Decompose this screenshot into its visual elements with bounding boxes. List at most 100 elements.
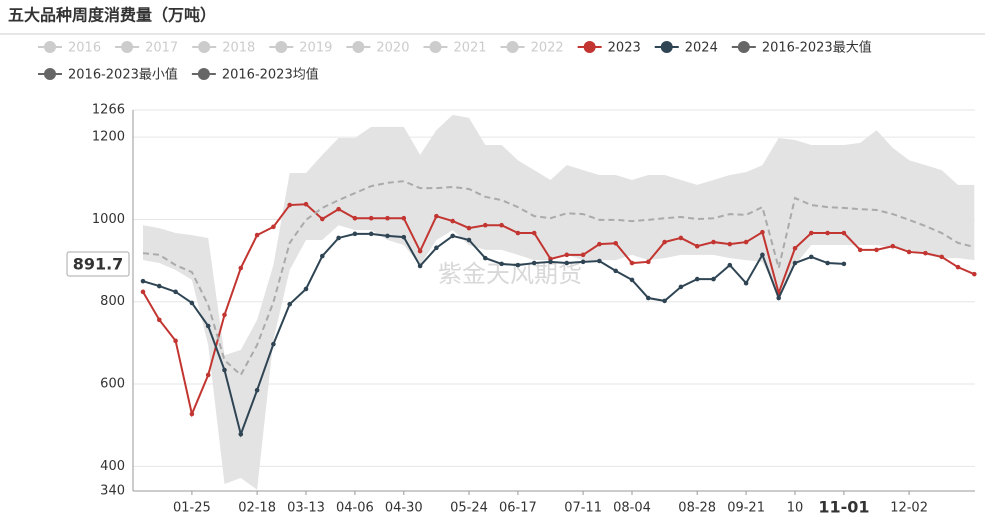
point xyxy=(336,206,341,212)
point xyxy=(825,260,830,266)
point xyxy=(531,260,537,266)
legend-item[interactable]: 2024 xyxy=(654,41,718,56)
x-tick-label: 08-28 xyxy=(678,501,716,516)
point xyxy=(483,255,488,261)
point xyxy=(841,261,847,267)
legend-dot xyxy=(737,41,750,53)
y-tick-label: 1200 xyxy=(92,130,125,145)
point xyxy=(140,278,146,284)
point xyxy=(254,387,260,393)
point xyxy=(743,239,749,245)
point xyxy=(923,250,928,256)
point xyxy=(287,301,293,307)
point xyxy=(385,233,390,239)
point xyxy=(613,241,618,246)
point xyxy=(157,317,162,323)
legend-item[interactable]: 2020 xyxy=(346,41,409,56)
legend-dot xyxy=(506,41,519,53)
point xyxy=(499,222,504,228)
point xyxy=(466,237,472,243)
point xyxy=(238,431,244,437)
legend-dot xyxy=(121,41,134,53)
x-tick-label: 04-06 xyxy=(336,501,374,516)
point xyxy=(450,233,456,239)
point xyxy=(678,284,684,290)
point xyxy=(972,271,977,277)
point xyxy=(874,247,879,253)
point xyxy=(303,201,309,207)
point xyxy=(906,249,912,255)
legend-dot xyxy=(583,41,596,53)
point xyxy=(662,298,667,304)
point xyxy=(515,262,521,268)
point xyxy=(662,239,667,245)
point xyxy=(483,222,488,228)
y-tick-label: 340 xyxy=(100,484,125,499)
point xyxy=(303,286,309,292)
y-tick-label: 400 xyxy=(100,459,125,474)
x-tick-label: 02-18 xyxy=(238,501,276,516)
point xyxy=(238,265,244,271)
legend-item[interactable]: 2018 xyxy=(192,41,255,56)
legend-item[interactable]: 2016-2023均值 xyxy=(191,67,319,83)
point xyxy=(727,262,733,268)
point xyxy=(809,254,814,260)
legend-label: 2017 xyxy=(145,41,178,56)
series-line xyxy=(142,203,975,418)
point xyxy=(271,224,276,230)
legend-dot xyxy=(275,41,288,53)
legend-item[interactable]: 2016-2023最大值 xyxy=(731,40,872,56)
legend-item[interactable]: 2016 xyxy=(38,41,101,56)
y-tick-label: 600 xyxy=(100,377,125,392)
point xyxy=(939,254,944,260)
x-tick-label: 06-17 xyxy=(499,501,537,516)
point xyxy=(955,264,961,270)
legend-label: 2021 xyxy=(453,41,486,56)
point xyxy=(792,260,798,266)
x-tick-label: 10 xyxy=(787,501,804,516)
legend-item[interactable]: 2023 xyxy=(577,41,641,56)
legend-item[interactable]: 2021 xyxy=(423,41,487,56)
legend-item[interactable]: 2019 xyxy=(269,41,332,56)
range-band xyxy=(143,114,975,490)
point xyxy=(189,300,195,306)
legend-label: 2016-2023最小值 xyxy=(68,67,178,83)
point xyxy=(629,277,635,283)
x-tick-label: 07-11 xyxy=(564,501,602,516)
point xyxy=(173,289,178,295)
legend-item[interactable]: 2022 xyxy=(500,41,564,56)
point xyxy=(515,230,521,236)
x-tick-label: 01-25 xyxy=(173,501,211,516)
point xyxy=(434,213,439,219)
mean-line xyxy=(142,180,975,377)
point xyxy=(352,215,358,221)
point xyxy=(646,259,651,265)
x-tick-label: 08-04 xyxy=(613,501,651,516)
point xyxy=(809,230,814,236)
point xyxy=(890,243,896,249)
point xyxy=(254,232,260,238)
legend-item[interactable]: 2016-2023最小值 xyxy=(38,67,178,83)
legend-item[interactable]: 2017 xyxy=(115,41,178,56)
point xyxy=(825,230,830,236)
point xyxy=(205,372,211,378)
legend-label: 2016-2023最大值 xyxy=(762,40,872,56)
point xyxy=(743,280,749,286)
x-tick-label: 03-13 xyxy=(287,501,325,516)
point xyxy=(531,230,537,236)
point xyxy=(320,216,325,222)
axis-pointer-label: 891.7 xyxy=(73,255,124,274)
point xyxy=(727,241,733,247)
legend-dot xyxy=(197,68,210,80)
x-tick-label: 05-24 xyxy=(450,501,488,516)
y-tick-label: 800 xyxy=(100,294,125,309)
point xyxy=(597,241,602,247)
point xyxy=(613,268,618,274)
point xyxy=(711,239,716,245)
y-tick-label: 1266 xyxy=(92,103,125,118)
legend-label: 2018 xyxy=(222,41,255,56)
x-tick-label: 04-30 xyxy=(385,501,423,516)
point xyxy=(760,229,765,235)
